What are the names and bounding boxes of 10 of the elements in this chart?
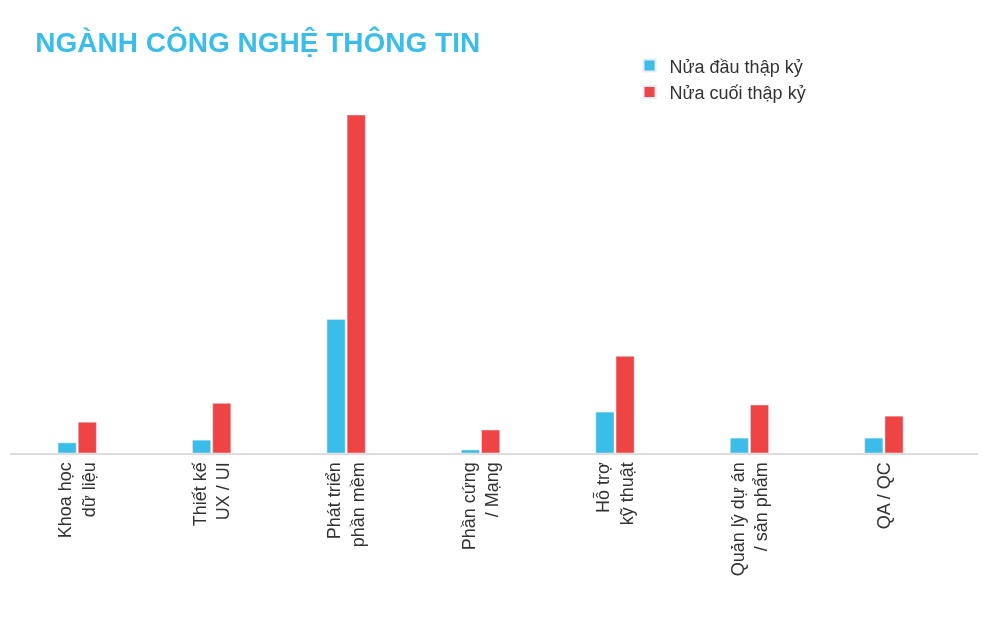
- x-tick-label: Phần cứng / Mạng: [458, 462, 503, 551]
- legend-label: Nửa cuối thập kỷ: [669, 83, 806, 104]
- chart-title: NGÀNH CÔNG NGHỆ THÔNG TIN: [35, 25, 481, 58]
- legend-label: Nửa đầu thập kỷ: [669, 56, 803, 77]
- x-tick-label: Phát triển phần mềm: [324, 462, 368, 548]
- x-tick-label: QA / QC: [873, 462, 894, 530]
- x-tick-label: Khoa học dữ liệu: [55, 462, 99, 539]
- x-tick-label: Hỗ trợ kỹ thuật: [592, 462, 637, 526]
- x-tick-label: Quản lý dự án / sản phẩm: [727, 462, 771, 577]
- x-tick-label: Thiết kế UX / UI: [189, 462, 234, 527]
